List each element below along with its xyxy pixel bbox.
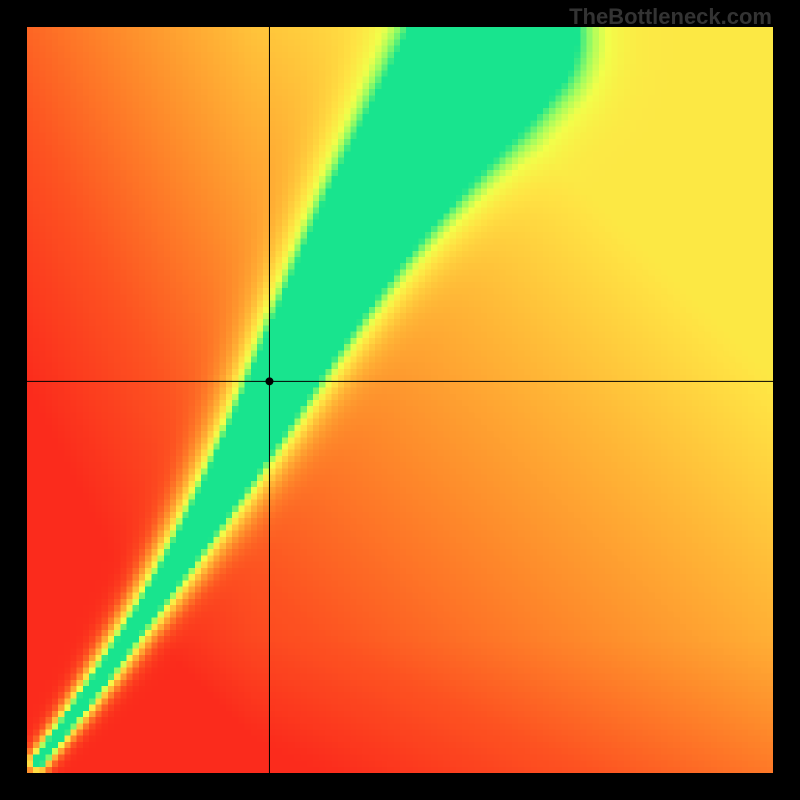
chart-container: TheBottleneck.com	[0, 0, 800, 800]
bottleneck-heatmap	[27, 27, 773, 773]
watermark-text: TheBottleneck.com	[569, 4, 772, 30]
